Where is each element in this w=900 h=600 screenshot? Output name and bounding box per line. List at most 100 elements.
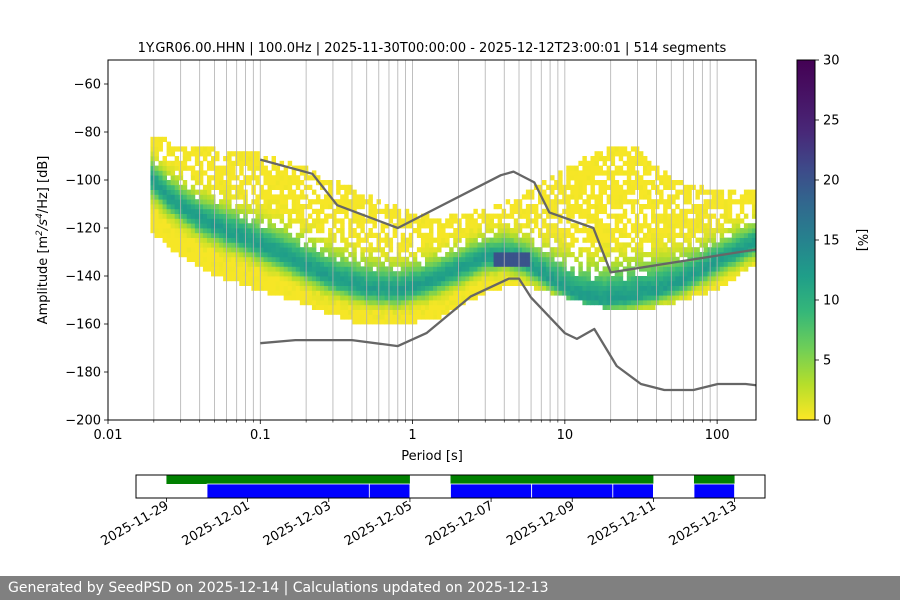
- heatmap-cell: [655, 256, 660, 262]
- heatmap-cell: [170, 180, 176, 186]
- heatmap-cell: [219, 213, 224, 219]
- heatmap-cell: [441, 290, 446, 296]
- heatmap-cell: [675, 271, 680, 277]
- heatmap-cell: [424, 218, 430, 224]
- heatmap-cell: [489, 285, 494, 291]
- heatmap-cell: [614, 242, 620, 248]
- heatmap-cell: [215, 204, 220, 210]
- heatmap-cell: [295, 218, 301, 224]
- heatmap-cell: [372, 290, 377, 296]
- heatmap-cell: [437, 309, 442, 315]
- heatmap-cell: [307, 184, 313, 190]
- heatmap-cell: [412, 256, 418, 262]
- heatmap-cell: [550, 252, 555, 258]
- heatmap-cell: [582, 290, 587, 296]
- heatmap-cell: [392, 261, 398, 267]
- heatmap-cell: [751, 252, 756, 258]
- heatmap-cell: [396, 280, 402, 286]
- heatmap-cell: [388, 256, 394, 262]
- heatmap-cell: [360, 256, 365, 262]
- heatmap-cell: [638, 242, 644, 248]
- heatmap-cell: [307, 280, 313, 286]
- heatmap-cell: [727, 247, 733, 253]
- heatmap-cell: [267, 228, 272, 234]
- heatmap-cell: [384, 300, 390, 306]
- heatmap-cell: [566, 208, 571, 214]
- heatmap-cell: [215, 180, 220, 186]
- heatmap-cell: [687, 237, 692, 243]
- heatmap-cell: [352, 213, 357, 219]
- heatmap-cell: [259, 252, 264, 258]
- heatmap-cell: [626, 156, 632, 162]
- heatmap-cell: [424, 271, 430, 277]
- heatmap-cell: [162, 136, 167, 142]
- heatmap-cell: [315, 276, 321, 282]
- footer-bar: Generated by SeedPSD on 2025-12-14 | Cal…: [0, 576, 900, 600]
- heatmap-cell: [711, 204, 717, 210]
- heatmap-cell: [602, 266, 608, 272]
- heatmap-cell: [344, 261, 349, 267]
- heatmap-cell: [445, 242, 450, 248]
- heatmap-cell: [299, 223, 305, 229]
- heatmap-cell: [311, 300, 317, 306]
- heatmap-cell: [699, 256, 704, 262]
- heatmap-cell: [743, 256, 749, 262]
- heatmap-cell: [332, 208, 337, 214]
- heatmap-cell: [158, 160, 163, 166]
- heatmap-cell: [586, 194, 591, 200]
- heatmap-cell: [453, 300, 458, 306]
- heatmap-cell: [388, 280, 394, 286]
- heatmap-cell: [723, 280, 729, 286]
- heatmap-cell: [481, 232, 486, 238]
- heatmap-cell: [162, 218, 167, 224]
- heatmap-cell: [235, 223, 240, 229]
- heatmap-cell: [372, 280, 377, 286]
- heatmap-cell: [368, 300, 373, 306]
- heatmap-cell: [582, 247, 587, 253]
- heatmap-cell: [396, 319, 402, 325]
- heatmap-cell: [340, 232, 345, 238]
- heatmap-cell: [186, 223, 192, 229]
- heatmap-cell: [558, 199, 563, 205]
- heatmap-cell: [348, 223, 353, 229]
- heatmap-cell: [614, 295, 620, 301]
- heatmap-cell: [186, 232, 192, 238]
- heatmap-cell: [602, 204, 608, 210]
- heatmap-cell: [590, 175, 595, 181]
- heatmap-cell: [307, 228, 313, 234]
- heatmap-cell: [731, 228, 737, 234]
- heatmap-cell: [315, 261, 321, 267]
- heatmap-cell: [525, 247, 531, 253]
- heatmap-cell: [538, 252, 543, 258]
- heatmap-cell: [170, 223, 176, 229]
- heatmap-cell: [477, 228, 482, 234]
- heatmap-cell: [715, 276, 721, 282]
- heatmap-cell: [267, 189, 272, 195]
- heatmap-cell: [542, 256, 547, 262]
- heatmap-cell: [493, 280, 499, 286]
- heatmap-cell: [259, 237, 264, 243]
- heatmap-cell: [675, 180, 680, 186]
- heatmap-cell: [533, 285, 539, 291]
- heatmap-cell: [291, 218, 297, 224]
- heatmap-cell: [606, 213, 612, 219]
- heatmap-cell: [315, 199, 321, 205]
- heatmap-cell: [437, 228, 442, 234]
- heatmap-cell: [570, 208, 575, 214]
- heatmap-cell: [687, 184, 692, 190]
- heatmap-cell: [340, 300, 345, 306]
- heatmap-cell: [352, 228, 357, 234]
- heatmap-cell: [602, 280, 608, 286]
- heatmap-cell: [170, 237, 176, 243]
- heatmap-cell: [182, 199, 188, 205]
- heatmap-cell: [610, 247, 616, 253]
- heatmap-cell: [392, 290, 398, 296]
- heatmap-cell: [239, 276, 244, 282]
- heatmap-cell: [618, 199, 624, 205]
- heatmap-cell: [711, 199, 717, 205]
- heatmap-cell: [174, 218, 180, 224]
- heatmap-cell: [400, 232, 406, 238]
- heatmap-cell: [404, 242, 410, 248]
- heatmap-cell: [578, 247, 583, 253]
- heatmap-cell: [429, 247, 434, 253]
